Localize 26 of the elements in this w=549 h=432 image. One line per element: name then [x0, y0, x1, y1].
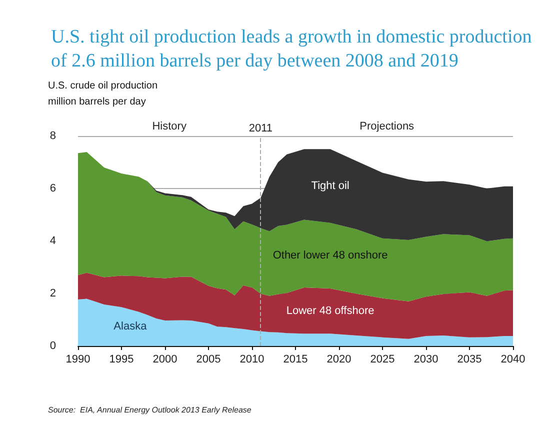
x-tick-label: 2015	[283, 354, 308, 366]
x-tick-label: 2000	[152, 354, 178, 366]
series-label: Alaska	[114, 320, 148, 333]
y-tick-label: 2	[50, 288, 56, 300]
text: History	[152, 120, 187, 132]
x-tick-label: 2040	[500, 354, 526, 366]
series-label: Lower 48 offshore	[286, 305, 374, 318]
x-tick-label: 2020	[326, 354, 352, 366]
source-note: Source: EIA, Annual Energy Outlook 2013 Early Release	[48, 406, 252, 414]
y-axis-title: U.S. crude oil production million barrels per day	[48, 80, 158, 108]
x-tick-label: 1990	[66, 354, 90, 366]
y-tick-label: 0	[50, 340, 56, 352]
x-tick-label: 2010	[240, 354, 264, 366]
x-tick-label: 2035	[457, 354, 482, 366]
series-label: Tight oil	[311, 180, 350, 192]
x-tick-label: 1995	[109, 354, 134, 366]
y-tick-label: 8	[50, 130, 56, 142]
ref-line-label: 2011	[248, 122, 273, 134]
y-tick-label: 4	[50, 235, 56, 247]
x-tick-label: 2005	[196, 354, 221, 366]
text: Projections	[360, 120, 415, 132]
x-tick-label: 2025	[370, 354, 395, 366]
series-label: Other lower 48 onshore	[272, 250, 388, 262]
x-tick-label: 2030	[414, 354, 438, 366]
chart-title: U.S. tight oil production leads a growth in domestic production of 2.6 million barrels per day between 2008 and 2019	[51, 26, 536, 72]
y-tick-label: 6	[50, 182, 56, 194]
